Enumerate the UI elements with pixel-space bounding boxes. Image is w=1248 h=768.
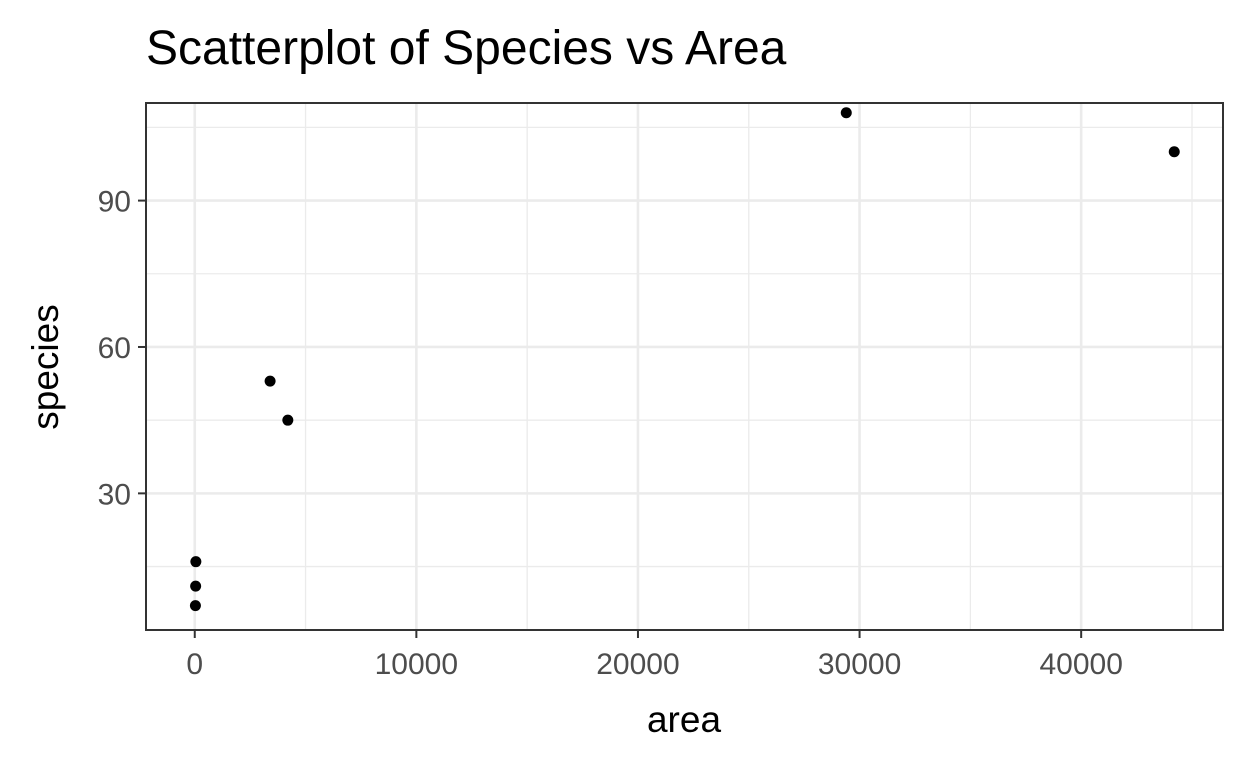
y-axis-title: species: [25, 304, 66, 429]
chart-title: Scatterplot of Species vs Area: [146, 22, 787, 75]
data-point: [264, 375, 276, 387]
x-tick-label: 0: [186, 648, 203, 681]
x-axis: 0 10000 20000 30000 40000: [186, 630, 1123, 681]
y-tick-label: 30: [98, 478, 131, 511]
data-point: [840, 107, 852, 119]
major-gridlines: [146, 103, 1223, 630]
data-point: [189, 600, 201, 612]
data-point: [190, 556, 202, 568]
x-tick-label: 20000: [596, 648, 679, 681]
minor-gridlines: [146, 103, 1223, 630]
y-axis: 30 60 90: [98, 186, 146, 511]
y-tick-label: 90: [98, 186, 131, 219]
y-tick-label: 60: [98, 332, 131, 365]
x-tick-label: 10000: [375, 648, 458, 681]
x-tick-label: 30000: [818, 648, 901, 681]
data-point: [1168, 146, 1180, 158]
panel-border: [145, 102, 1224, 631]
x-axis-title: area: [647, 699, 721, 740]
data-point: [282, 414, 294, 426]
data-point: [190, 580, 202, 592]
x-tick-label: 40000: [1039, 648, 1122, 681]
data-points: [189, 107, 1180, 612]
